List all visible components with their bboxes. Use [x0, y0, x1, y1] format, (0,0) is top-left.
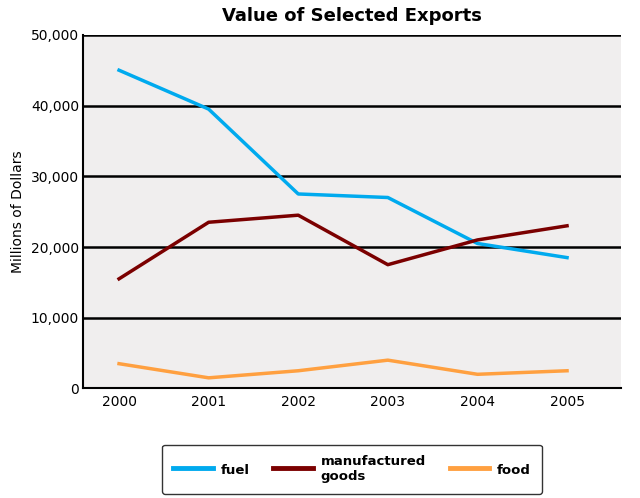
Title: Value of Selected Exports: Value of Selected Exports	[222, 7, 482, 25]
Legend: fuel, manufactured
goods, food: fuel, manufactured goods, food	[163, 445, 541, 494]
Y-axis label: Millions of Dollars: Millions of Dollars	[12, 150, 25, 273]
